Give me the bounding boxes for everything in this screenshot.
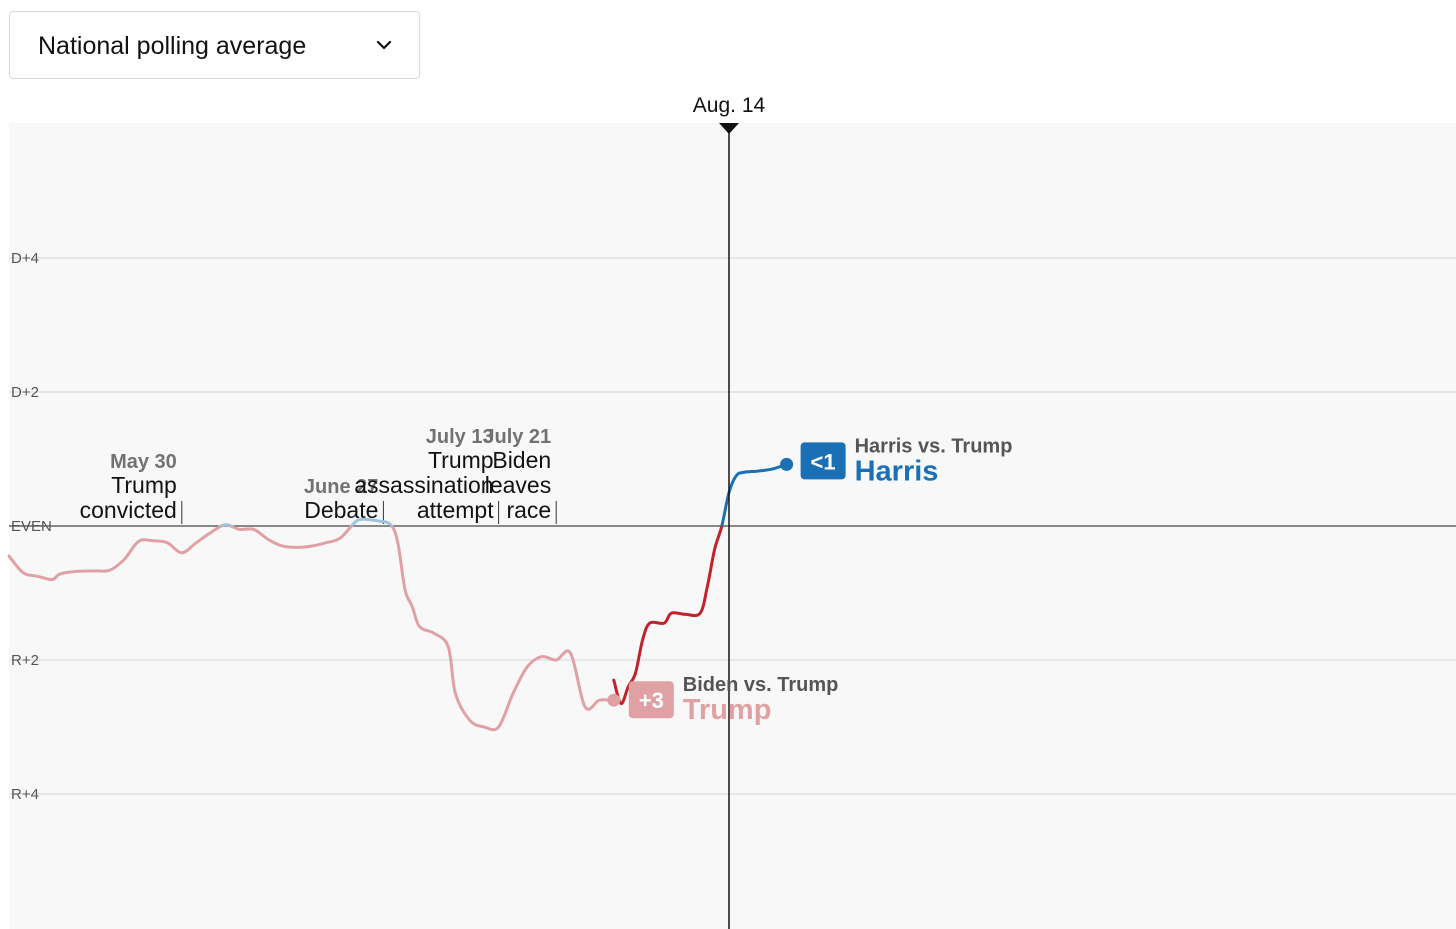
margin-badge-text: <1 <box>811 449 836 474</box>
event-date-label: July 13 <box>426 426 494 448</box>
event-date-label: July 21 <box>483 426 551 448</box>
event-description-line: convicted <box>80 497 177 523</box>
dropdown-selected-value: National polling average <box>38 32 307 60</box>
series-matchup-label: Biden vs. Trump <box>683 674 839 696</box>
series-lines <box>7 462 789 732</box>
event-description-line: Trump <box>111 472 177 498</box>
series-matchup-label: Harris vs. Trump <box>855 435 1013 457</box>
y-tick-label: D+2 <box>11 384 39 401</box>
event-description-line: Biden <box>492 447 551 473</box>
event-date-label: May 30 <box>110 451 177 473</box>
current-date-triangle <box>719 123 739 134</box>
series-leader-label: Harris <box>855 455 939 487</box>
y-tick-label: EVEN <box>11 518 52 535</box>
series-line-below-even <box>612 526 724 706</box>
polling-type-dropdown[interactable]: National polling average <box>9 11 420 79</box>
event-date-label: June 27 <box>304 476 378 498</box>
margin-badge <box>800 442 846 480</box>
current-date-label: Aug. 14 <box>693 94 766 117</box>
event-description-line: race <box>506 497 551 523</box>
margin-badge <box>628 681 674 719</box>
series-leader-label: Trump <box>683 694 772 726</box>
grid-lines: D+4 D+2 EVEN R+2 R+4 <box>9 250 1456 803</box>
series-biden-trump <box>7 517 616 732</box>
event-description-line: leaves <box>485 472 551 498</box>
current-date-marker: Aug. 14 <box>693 94 766 929</box>
series-line-above-even <box>720 462 789 526</box>
y-tick-label: R+4 <box>11 786 39 803</box>
series-endpoint-dot <box>780 457 794 471</box>
series-endpoint-dot <box>607 693 621 707</box>
y-tick-label: R+2 <box>11 652 39 669</box>
chevron-down-icon <box>376 40 392 50</box>
y-tick-label: D+4 <box>11 250 39 267</box>
margin-badge-text: +3 <box>639 688 664 713</box>
series-harris-trump <box>612 462 789 706</box>
event-description-line: attempt <box>417 497 494 523</box>
series-line-below-even <box>7 526 616 732</box>
event-description-line: assassination <box>354 472 493 498</box>
event-description-line: Trump <box>428 447 494 473</box>
